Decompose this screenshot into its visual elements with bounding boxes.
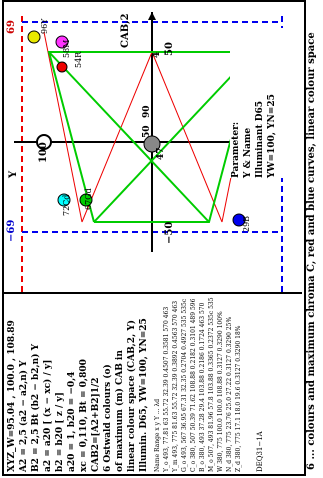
footer-code: DEQ31−1A [254,431,266,472]
table-row: Z_d 380, 775 17.1 18.0 19.6 0.3127 0.329… [233,326,245,472]
right-red-value: 69 [6,20,17,34]
point-label: 54R [74,52,83,68]
bottom-caption: 6 ... colours and maximum chroma C, red … [306,32,317,470]
tick-47: 47 [156,147,166,160]
text-line-1: A2 = 2,5 (a2 − a2,n) Y [18,360,30,472]
text-line-0: XYZ_W=95.04 , 100.0 , 108.89 [6,320,18,472]
parameter-line1: Y & Name [242,128,254,178]
text-line-5: a20 = 1, b20 = −0,4 [66,371,78,472]
text-line-2: B2 = 2,5 Bt (b2 − b2,n) Y [30,344,42,472]
axis-title-cab: CAB,2 [120,13,131,48]
red-point [57,62,67,72]
point-label: 67Gd [84,188,93,210]
parameter-box: Parameter: Y & Name Illuminant D65 YW=10… [230,28,290,178]
axis-title-y: Y [8,171,19,178]
text-line-4: b2 = b20 [ z / y] [54,392,66,472]
green-line [49,52,209,222]
text-line-10: linear colour space (CAB,2, Y) [126,320,138,472]
text-line-3: a2 = a20 [ (x − xc) / y] [42,360,54,472]
parameter-title: Parameter: [230,122,242,178]
yellow-point [28,31,40,43]
tick-50-center: 50 [142,125,152,138]
tick-90: 90 [142,105,152,118]
text-line-9: of maximum (m) CAB in [114,350,126,472]
point-label: 72Cd [62,195,71,216]
red-line [152,52,222,222]
tick-100: 100 [38,142,49,163]
left-blue-value: −69 [6,220,17,242]
tick-50-right: 50 [164,42,175,56]
text-line-8: 6 Ostwald colours (o) [102,364,114,472]
tick-4: 4 [152,52,162,58]
text-line-11: Illumin. D65, YW=100, YN=25 [138,318,150,472]
left-panel: XYZ_W=95.04 , 100.0 , 108.89 A2 = 2,5 (a… [6,297,302,472]
arrow-up [148,12,156,20]
point-label: 58M [62,40,71,58]
text-line-6: xc = 0,110, Bt = 0,800 [78,359,90,472]
parameter-line3: YW=100, YN=25 [266,94,278,178]
point-label: 29B [242,216,251,232]
parameter-line2: Illuminant D65 [254,101,266,178]
panel-divider [2,292,302,294]
point-label: 96Y [40,19,49,34]
tick-minus50: −50 [164,222,175,244]
text-line-7: CAB2=[A2+B2]1/2 [90,377,102,472]
